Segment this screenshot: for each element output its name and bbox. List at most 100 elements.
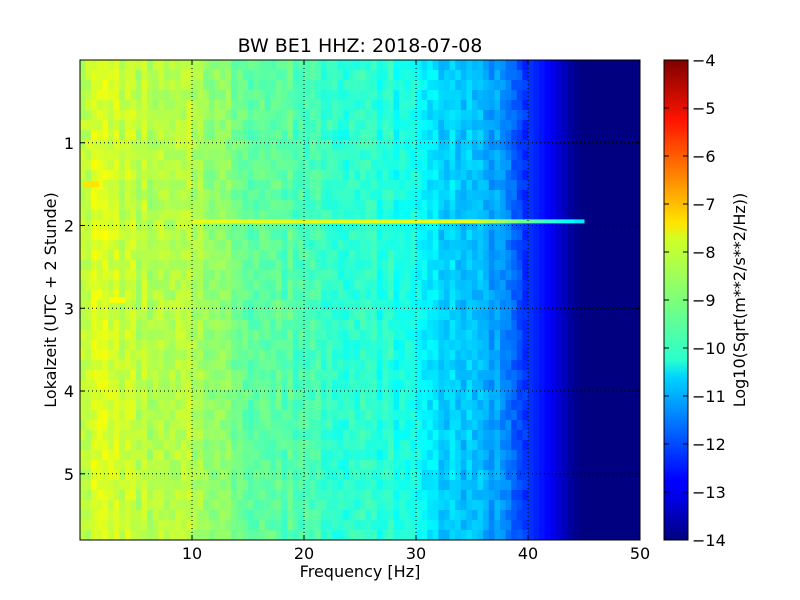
- heatmap-cell: [365, 530, 372, 540]
- heatmap-cell: [522, 480, 529, 491]
- heatmap-cell: [634, 100, 640, 111]
- heatmap-cell: [505, 500, 512, 511]
- heatmap-cell: [208, 320, 215, 331]
- heatmap-cell: [595, 330, 602, 341]
- heatmap-cell: [589, 520, 596, 531]
- heatmap-cell: [500, 490, 507, 501]
- heatmap-cell: [276, 160, 283, 171]
- heatmap-cell: [483, 160, 490, 171]
- heatmap-cell: [617, 170, 624, 181]
- y-tick-label: 1: [64, 134, 74, 153]
- heatmap-cell: [567, 410, 574, 421]
- heatmap-cell: [259, 430, 266, 441]
- heatmap-cell: [438, 240, 445, 251]
- heatmap-cell: [130, 480, 137, 491]
- heatmap-cell: [91, 390, 98, 401]
- heatmap-cell: [494, 370, 501, 381]
- heatmap-cell: [248, 80, 255, 91]
- heatmap-cell: [494, 220, 501, 231]
- heatmap-cell: [326, 460, 333, 471]
- heatmap-cell: [175, 150, 182, 161]
- heatmap-cell: [388, 200, 395, 211]
- heatmap-cell: [225, 510, 232, 521]
- heatmap-cell: [360, 450, 367, 461]
- heatmap-cell: [505, 510, 512, 521]
- heatmap-cell: [388, 180, 395, 191]
- heatmap-cell: [85, 240, 92, 251]
- heatmap-cell: [315, 250, 322, 261]
- heatmap-cell: [113, 320, 120, 331]
- heatmap-cell: [572, 200, 579, 211]
- heatmap-cell: [242, 60, 249, 71]
- heatmap-cell: [511, 470, 518, 481]
- heatmap-cell: [248, 280, 255, 291]
- heatmap-cell: [494, 230, 501, 241]
- horizontal-band-segment: [250, 219, 262, 224]
- heatmap-cell: [298, 320, 305, 331]
- heatmap-cell: [388, 490, 395, 501]
- heatmap-cell: [180, 120, 187, 131]
- heatmap-cell: [600, 510, 607, 521]
- heatmap-cell: [304, 290, 311, 301]
- heatmap-cell: [477, 500, 484, 511]
- heatmap-cell: [399, 480, 406, 491]
- heatmap-cell: [203, 180, 210, 191]
- heatmap-cell: [225, 70, 232, 81]
- heatmap-cell: [600, 430, 607, 441]
- heatmap-cell: [544, 110, 551, 121]
- heatmap-cell: [119, 470, 126, 481]
- heatmap-cell: [539, 70, 546, 81]
- heatmap-cell: [248, 190, 255, 201]
- heatmap-cell: [623, 70, 630, 81]
- heatmap-cell: [628, 410, 635, 421]
- heatmap-cell: [147, 110, 154, 121]
- heatmap-cell: [500, 430, 507, 441]
- heatmap-cell: [248, 110, 255, 121]
- heatmap-cell: [276, 280, 283, 291]
- heatmap-cell: [634, 480, 640, 491]
- heatmap-cell: [253, 180, 260, 191]
- heatmap-cell: [332, 140, 339, 151]
- heatmap-cell: [550, 90, 557, 101]
- heatmap-cell: [186, 340, 193, 351]
- heatmap-cell: [522, 100, 529, 111]
- heatmap-cell: [169, 290, 176, 301]
- heatmap-cell: [516, 370, 523, 381]
- heatmap-cell: [421, 480, 428, 491]
- heatmap-cell: [119, 130, 126, 141]
- heatmap-cell: [589, 100, 596, 111]
- heatmap-cell: [455, 530, 462, 540]
- heatmap-cell: [572, 210, 579, 221]
- heatmap-cell: [404, 510, 411, 521]
- heatmap-cell: [466, 230, 473, 241]
- heatmap-cell: [147, 320, 154, 331]
- heatmap-cell: [225, 360, 232, 371]
- heatmap-cell: [533, 300, 540, 311]
- heatmap-cell: [292, 370, 299, 381]
- heatmap-cell: [108, 460, 115, 471]
- heatmap-cell: [164, 400, 171, 411]
- heatmap-cell: [595, 400, 602, 411]
- heatmap-cell: [595, 220, 602, 231]
- heatmap-cell: [337, 240, 344, 251]
- heatmap-cell: [119, 310, 126, 321]
- heatmap-cell: [410, 60, 417, 71]
- heatmap-cell: [438, 420, 445, 431]
- heatmap-cell: [315, 120, 322, 131]
- heatmap-cell: [494, 240, 501, 251]
- heatmap-cell: [438, 330, 445, 341]
- heatmap-cell: [253, 470, 260, 481]
- heatmap-cell: [421, 310, 428, 321]
- heatmap-cell: [393, 160, 400, 171]
- heatmap-cell: [102, 140, 109, 151]
- heatmap-cell: [220, 130, 227, 141]
- heatmap-cell: [152, 310, 159, 321]
- heatmap-cell: [561, 330, 568, 341]
- heatmap-cell: [584, 100, 591, 111]
- heatmap-cell: [427, 130, 434, 141]
- heatmap-cell: [281, 480, 288, 491]
- heatmap-cell: [343, 420, 350, 431]
- heatmap-cell: [449, 400, 456, 411]
- heatmap-cell: [253, 200, 260, 211]
- heatmap-cell: [410, 220, 417, 231]
